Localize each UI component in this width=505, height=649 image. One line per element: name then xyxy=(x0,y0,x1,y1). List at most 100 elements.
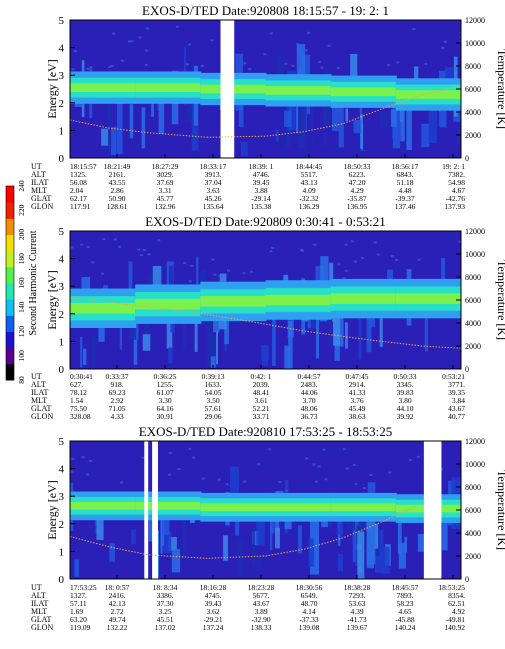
table-row-label: ALT xyxy=(31,380,46,389)
table-cell: 117.91 xyxy=(70,202,91,211)
spectrogram-patch xyxy=(218,275,222,278)
table-cell: 1.54 xyxy=(70,396,83,405)
table-row-label: UT xyxy=(31,162,42,171)
spectrogram-patch xyxy=(145,27,149,30)
table-cell: 18:53:25 xyxy=(438,583,465,592)
spectrogram-patch xyxy=(187,43,191,46)
table-row-label: GLON xyxy=(31,202,53,211)
spectrogram-patch xyxy=(416,455,420,458)
spectrogram-patch xyxy=(307,31,311,34)
table-cell: 63.20 xyxy=(70,615,87,624)
table-cell: 0:30:41 xyxy=(70,372,93,381)
spectrogram-panel-3: 0 1 2 3 4 5 0 2000 4000 6000 8000 10000 12000 Energy … xyxy=(31,424,505,632)
spectrogram-patch xyxy=(139,253,143,256)
y-tick-label: 1 xyxy=(59,125,65,137)
spectrogram-patch xyxy=(238,103,244,128)
spectrogram-patch xyxy=(296,81,299,134)
spectrogram-image xyxy=(70,20,461,158)
spectrogram-patch xyxy=(261,346,269,360)
spectrogram-patch xyxy=(91,261,95,264)
spectrogram-patch xyxy=(217,478,221,481)
table-cell: 54.05 xyxy=(205,388,222,397)
colorbar-tick-label: 180 xyxy=(17,253,26,265)
table-cell: 1325. xyxy=(70,170,87,179)
y-tick-label: 4 xyxy=(59,254,65,266)
table-cell: -32.32 xyxy=(299,194,319,203)
spectrogram-patch xyxy=(186,92,195,122)
spectrogram-patch xyxy=(369,474,373,477)
spectrogram-patch xyxy=(256,555,263,571)
table-cell: 43.67 xyxy=(448,404,465,413)
spectrogram-patch xyxy=(373,241,377,244)
table-row-label: MLT xyxy=(31,396,47,405)
table-cell: 4.67 xyxy=(452,186,465,195)
spectrogram-patch xyxy=(86,245,90,248)
spectrogram-patch xyxy=(168,452,172,455)
table-cell: 3.70 xyxy=(302,396,315,405)
spectrogram-patch xyxy=(129,104,134,139)
table-row-label: GLON xyxy=(31,623,53,632)
temperature-tick-label: 8000 xyxy=(465,483,481,492)
table-cell: 137.02 xyxy=(155,623,176,632)
spectrogram-panel-1: 0 1 2 3 4 5 0 2000 4000 6000 8000 10000 12000 Energy … xyxy=(31,3,505,211)
spectrogram-patch xyxy=(213,273,217,276)
table-cell: 135.38 xyxy=(251,202,272,211)
spectrogram-image xyxy=(70,441,461,579)
spectrogram-patch xyxy=(395,259,399,262)
colorbar-tick-label: 160 xyxy=(17,277,26,289)
colorbar-tick-label: 200 xyxy=(17,229,26,241)
table-cell: 4746. xyxy=(253,170,270,179)
temperature-tick-label: 6000 xyxy=(465,85,481,94)
emission-band-core xyxy=(265,86,332,95)
table-cell: 136.29 xyxy=(299,202,320,211)
spectrogram-patch xyxy=(352,464,356,467)
spectrogram-patch xyxy=(313,243,317,246)
spectrogram-patch xyxy=(188,280,192,283)
spectrogram-patch xyxy=(190,264,194,267)
spectrogram-patch xyxy=(157,239,161,242)
spectrogram-patch xyxy=(144,49,148,52)
spectrogram-patch xyxy=(85,67,89,70)
table-cell: 69.23 xyxy=(109,388,126,397)
table-cell: -29.21 xyxy=(203,615,223,624)
colorbar-segment xyxy=(6,186,14,203)
emission-band-core xyxy=(265,503,332,512)
spectrogram-patch xyxy=(70,470,74,473)
table-cell: 39.92 xyxy=(397,412,414,421)
spectrogram-patch xyxy=(111,126,117,155)
colorbar-frame xyxy=(5,185,15,381)
table-cell: 3.63 xyxy=(206,186,219,195)
table-cell: 3345. xyxy=(397,380,414,389)
colorbar-tick-label: 100 xyxy=(17,350,26,362)
temperature-tick-label: 10000 xyxy=(465,250,485,259)
spectrogram-patch xyxy=(296,42,300,45)
table-row-label: ILAT xyxy=(31,388,48,397)
table-cell: 0:47:45 xyxy=(346,372,369,381)
spectrogram-patch xyxy=(211,258,215,261)
table-cell: 18:45:57 xyxy=(392,583,419,592)
spectrogram-patch xyxy=(337,553,344,572)
temperature-axis-label: Temperature [K] xyxy=(495,470,505,550)
colorbar-tick-label: 140 xyxy=(17,301,26,313)
spectrogram-patch xyxy=(332,89,339,131)
table-cell: 18: 8:34 xyxy=(153,583,178,592)
table-cell: 37.69 xyxy=(157,178,174,187)
spectrogram-patch xyxy=(458,240,461,243)
spectrogram-patch xyxy=(207,335,217,367)
spectrogram-patch xyxy=(310,515,320,575)
table-cell: 64.16 xyxy=(157,404,174,413)
data-gap xyxy=(152,441,158,579)
spectrogram-patch xyxy=(284,345,290,369)
table-cell: 1327. xyxy=(70,591,87,600)
spectrogram-patch xyxy=(175,25,179,28)
spectrogram-patch xyxy=(252,528,256,566)
table-cell: -49.81 xyxy=(446,615,466,624)
table-cell: 50.90 xyxy=(109,194,126,203)
table-cell: 8354. xyxy=(448,591,465,600)
table-cell: 58.23 xyxy=(397,599,414,608)
table-cell: 18:30:56 xyxy=(296,583,323,592)
table-cell: 7893. xyxy=(397,591,414,600)
spectrogram-patch xyxy=(271,316,276,366)
y-tick-label: 1 xyxy=(59,336,65,348)
